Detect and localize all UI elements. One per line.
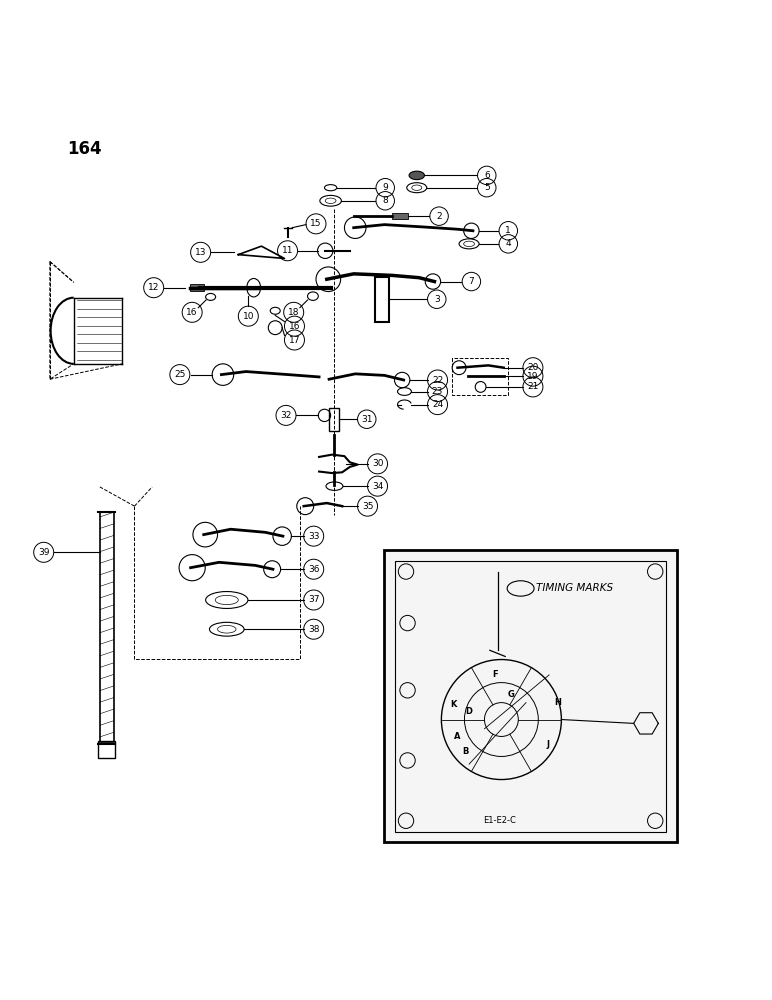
Bar	[395, 561, 666, 832]
Ellipse shape	[409, 171, 425, 180]
Text: G: G	[507, 690, 514, 699]
Text: 4: 4	[506, 239, 511, 248]
Text: 6: 6	[484, 171, 489, 180]
Text: K: K	[451, 700, 457, 709]
Text: 3: 3	[434, 295, 439, 304]
Bar	[329, 408, 339, 431]
Text: TIMING MARKS: TIMING MARKS	[536, 583, 613, 593]
Text: 16: 16	[186, 308, 198, 317]
Bar	[100, 512, 113, 742]
Text: 21: 21	[527, 382, 539, 391]
Bar	[384, 550, 677, 842]
Text: 22: 22	[432, 376, 443, 385]
Text: 36: 36	[308, 565, 320, 574]
Text: 20: 20	[527, 363, 539, 372]
Text: 33: 33	[308, 532, 320, 541]
Text: 164: 164	[66, 140, 101, 158]
Text: 5: 5	[484, 183, 489, 192]
Bar	[98, 741, 115, 758]
Text: 15: 15	[310, 219, 322, 228]
Text: A: A	[454, 732, 461, 741]
Text: 23: 23	[432, 387, 443, 396]
Text: 19: 19	[527, 372, 539, 381]
Text: F: F	[493, 670, 498, 679]
Text: 34: 34	[372, 482, 383, 491]
Text: 11: 11	[282, 246, 293, 255]
Text: 38: 38	[308, 625, 320, 634]
Text: 30: 30	[372, 459, 383, 468]
Text: E1-E2-C: E1-E2-C	[483, 816, 516, 825]
Text: D: D	[466, 707, 472, 716]
Text: 32: 32	[280, 411, 292, 420]
Text: B: B	[462, 747, 469, 756]
Text: 35: 35	[362, 502, 374, 511]
Text: 18: 18	[288, 308, 300, 317]
Text: 1: 1	[506, 226, 511, 235]
Text: H: H	[554, 698, 561, 707]
Text: 37: 37	[308, 595, 320, 604]
Text: 8: 8	[382, 196, 388, 205]
Text: 16: 16	[289, 322, 300, 331]
Text: 10: 10	[242, 312, 254, 321]
Text: 25: 25	[174, 370, 185, 379]
Text: J: J	[546, 740, 549, 749]
Text: 12: 12	[148, 283, 159, 292]
Bar	[375, 277, 389, 322]
Text: 31: 31	[361, 415, 373, 424]
Text: 7: 7	[469, 277, 474, 286]
Text: 39: 39	[38, 548, 49, 557]
Text: 13: 13	[195, 248, 206, 257]
Bar	[190, 284, 204, 291]
Text: 24: 24	[432, 400, 443, 409]
Text: 17: 17	[289, 336, 300, 345]
Text: 9: 9	[382, 183, 388, 192]
Bar	[392, 213, 408, 219]
Text: 2: 2	[436, 212, 442, 221]
